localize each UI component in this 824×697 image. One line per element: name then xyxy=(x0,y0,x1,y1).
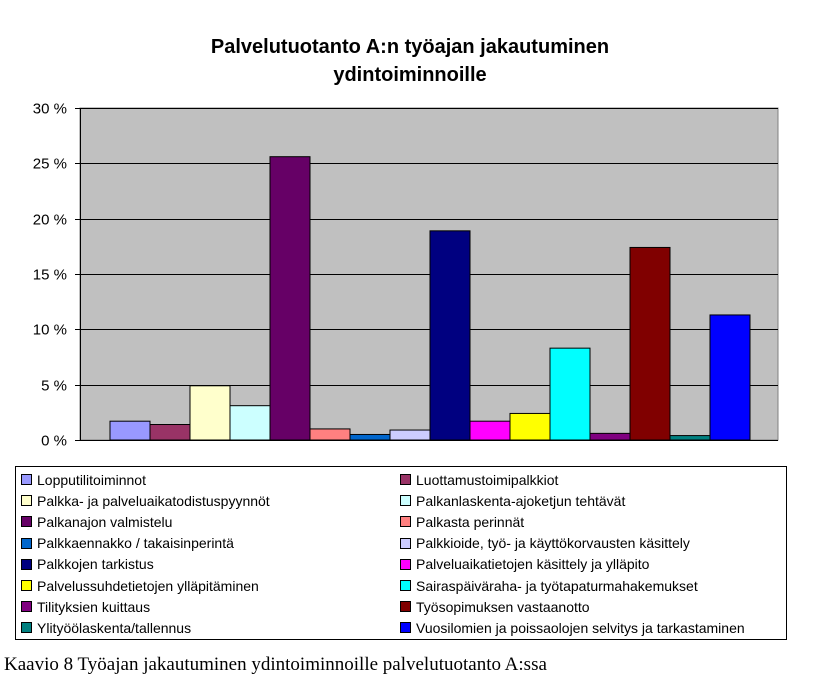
legend-item: Sairaspäiväraha- ja työtapaturmahakemuks… xyxy=(400,575,698,596)
legend-swatch xyxy=(21,580,32,591)
legend-label: Palvelussuhdetietojen ylläpitäminen xyxy=(37,577,259,594)
legend-swatch xyxy=(400,474,411,485)
legend-label: Työsopimuksen vastaanotto xyxy=(416,598,590,615)
legend-item: Palkkojen tarkistus xyxy=(21,554,154,575)
legend-swatch xyxy=(400,558,411,570)
legend-swatch xyxy=(21,601,32,613)
bar xyxy=(389,429,431,441)
bar xyxy=(669,435,711,441)
legend-swatch xyxy=(21,516,32,528)
legend-swatch xyxy=(400,622,411,634)
y-tick-label: 0 % xyxy=(41,433,67,450)
legend-label: Palkanlaskenta-ajoketjun tehtävät xyxy=(416,492,626,509)
legend-item: Palkanajon valmistelu xyxy=(21,511,172,532)
legend-label: Palveluaikatietojen käsittely ja ylläpit… xyxy=(416,556,650,573)
y-tick-label: 30 % xyxy=(33,101,67,118)
bar xyxy=(509,412,551,441)
legend-item: Palveluaikatietojen käsittely ja ylläpit… xyxy=(400,554,649,575)
legend-item: Luottamustoimipalkkiot xyxy=(400,469,558,490)
bar xyxy=(189,385,231,441)
legend-item: Tilityksien kuittaus xyxy=(21,596,150,617)
bar xyxy=(109,420,151,441)
bar xyxy=(549,347,591,441)
legend-label: Ylityöölaskenta/tallennus xyxy=(37,619,192,636)
legend-label: Palkasta perinnät xyxy=(416,513,525,530)
chart-title-line-2: ydintoiminnoille xyxy=(333,64,487,86)
legend-label: Sairaspäiväraha- ja työtapaturmahakemuks… xyxy=(416,577,698,594)
bar xyxy=(709,314,751,441)
legend-swatch xyxy=(400,537,411,549)
legend-item: Palkka- ja palveluaikatodistuspyynnöt xyxy=(21,490,270,511)
chart-title-line-1: Palvelutuotanto A:n työajan jakautuminen xyxy=(210,36,610,58)
legend-swatch xyxy=(21,622,32,634)
legend-swatch xyxy=(400,580,411,591)
legend-swatch xyxy=(21,495,32,507)
legend-label: Tilityksien kuittaus xyxy=(37,598,151,615)
legend-swatch xyxy=(21,537,32,549)
legend-item: Palkasta perinnät xyxy=(400,511,524,532)
bar xyxy=(309,428,351,441)
legend-label: Palkkaennakko / takaisinperintä xyxy=(37,535,234,552)
legend-item: Vuosilomien ja poissaolojen selvitys ja … xyxy=(400,617,745,638)
legend-item: Palkanlaskenta-ajoketjun tehtävät xyxy=(400,490,625,511)
bar xyxy=(469,420,511,441)
legend-swatch xyxy=(400,516,411,528)
legend-item: Työsopimuksen vastaanotto xyxy=(400,596,590,617)
y-tick-label: 25 % xyxy=(33,156,67,173)
legend-item: Ylityöölaskenta/tallennus xyxy=(21,617,191,638)
legend-swatch xyxy=(400,495,411,507)
chart-title: Palvelutuotanto A:n työajan jakautuminen… xyxy=(60,33,760,89)
legend-label: Palkka- ja palveluaikatodistuspyynnöt xyxy=(37,492,270,509)
legend-label: Palkkioide, työ- ja käyttökorvausten käs… xyxy=(416,535,690,552)
bar xyxy=(149,424,191,441)
legend-label: Palkanajon valmistelu xyxy=(37,513,173,530)
legend-swatch xyxy=(400,601,411,613)
chart-legend: Lopputilitoiminnot Luottamustoimipalkkiot… xyxy=(15,466,787,640)
bar xyxy=(269,156,311,441)
legend-swatch xyxy=(21,558,32,570)
bar xyxy=(429,230,471,441)
legend-label: Lopputilitoiminnot xyxy=(37,471,146,488)
legend-item: Palkkaennakko / takaisinperintä xyxy=(21,533,234,554)
y-tick-label: 10 % xyxy=(33,322,67,339)
bar-chart: 0 % 5 % 10 % 15 % 20 % 25 % 30 % xyxy=(33,101,779,450)
legend-label: Luottamustoimipalkkiot xyxy=(416,471,559,488)
bar xyxy=(349,433,391,441)
y-tick-label: 20 % xyxy=(33,212,67,229)
figure-caption: Kaavio 8 Työajan jakautuminen ydintoimin… xyxy=(4,654,547,675)
legend-swatch xyxy=(21,474,32,485)
legend-item: Palvelussuhdetietojen ylläpitäminen xyxy=(21,575,259,596)
bar xyxy=(629,246,671,441)
legend-item: Palkkioide, työ- ja käyttökorvausten käs… xyxy=(400,533,690,554)
legend-item: Lopputilitoiminnot xyxy=(21,469,146,490)
bar xyxy=(229,405,271,441)
y-tick-label: 15 % xyxy=(33,267,67,284)
bar xyxy=(589,432,631,441)
y-tick-label: 5 % xyxy=(41,378,67,395)
legend-label: Vuosilomien ja poissaolojen selvitys ja … xyxy=(416,619,745,636)
legend-label: Palkkojen tarkistus xyxy=(37,556,154,573)
